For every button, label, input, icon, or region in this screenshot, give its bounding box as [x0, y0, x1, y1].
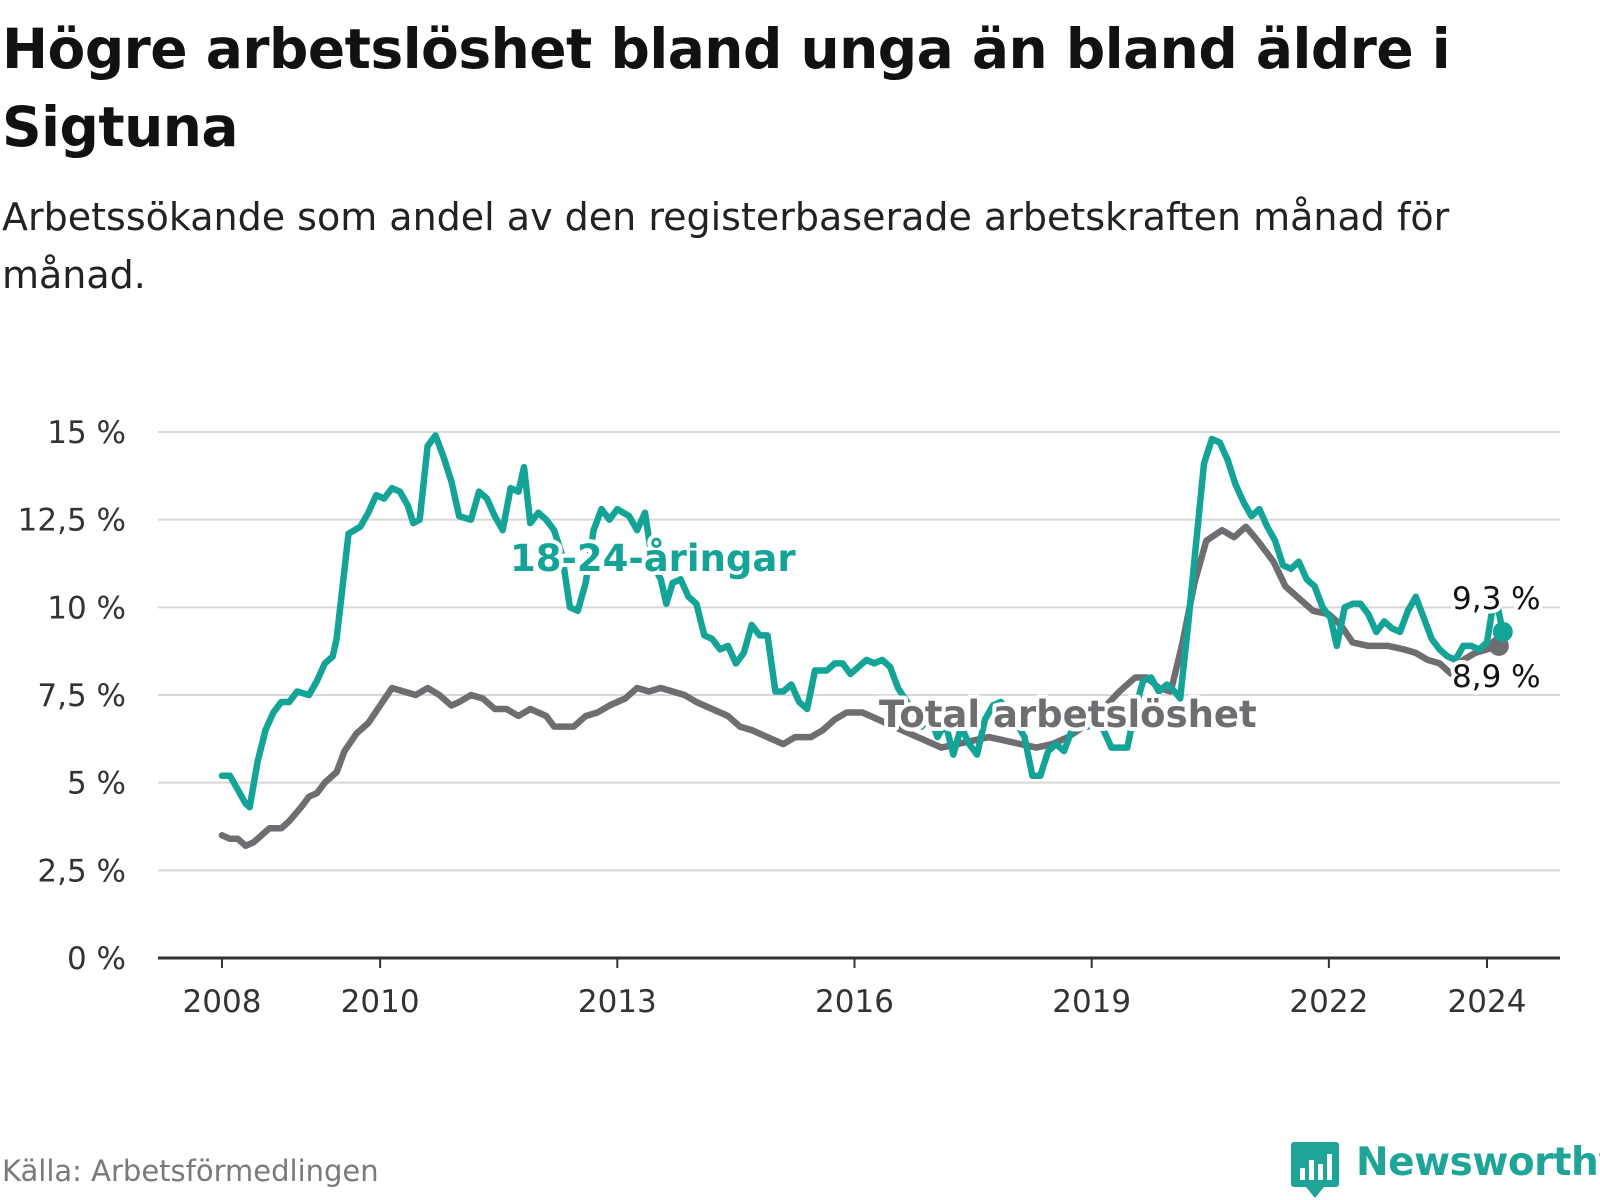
end-value-label-youth: 9,3 %9,3 % [1448, 577, 1545, 621]
x-tick-label: 2013 [578, 984, 657, 1020]
svg-text:Total arbetslöshet: Total arbetslöshet [879, 693, 1257, 736]
svg-text:18-24-åringar: 18-24-åringar [510, 537, 796, 580]
series-line-total [218, 523, 1503, 850]
chart-title: Högre arbetslöshet bland unga än bland ä… [2, 17, 1451, 159]
series-line-youth [218, 432, 1507, 811]
x-tick-label: 2019 [1052, 984, 1131, 1020]
y-tick-label: 5 % [67, 766, 126, 802]
series-end-point-youth [1492, 621, 1513, 642]
svg-text:9,3 %: 9,3 % [1452, 581, 1541, 617]
newsworthy-logo[interactable]: Newsworthy [1290, 1140, 1600, 1200]
svg-text:18-24-åringar: 18-24-åringar [510, 537, 796, 580]
svg-text:8,9 %: 8,9 % [1452, 659, 1541, 695]
y-tick-label: 7,5 % [37, 678, 126, 714]
y-tick-label: 2,5 % [37, 853, 126, 889]
end-value-label-total: 8,9 %8,9 % [1448, 655, 1545, 699]
y-tick-label: 15 % [47, 415, 126, 451]
svg-text:9,3 %: 9,3 % [1452, 581, 1541, 617]
brand-name: Newsworthy [1356, 1140, 1600, 1185]
x-tick-label: 2010 [341, 984, 420, 1020]
x-tick-label: 2016 [815, 984, 894, 1020]
newsworthy-logo-icon [1291, 1142, 1339, 1198]
y-tick-label: 10 % [47, 590, 126, 626]
x-tick-label: 2022 [1289, 984, 1368, 1020]
y-tick-label: 0 % [67, 941, 126, 977]
chart-subtitle: Arbetssökande som andel av den registerb… [2, 195, 1450, 297]
y-tick-label: 12,5 % [18, 503, 126, 539]
svg-text:Total arbetslöshet: Total arbetslöshet [879, 693, 1257, 736]
svg-text:8,9 %: 8,9 % [1452, 659, 1541, 695]
source-note: Källa: Arbetsförmedlingen [2, 1154, 379, 1188]
x-tick-label: 2024 [1448, 984, 1527, 1020]
x-tick-label: 2008 [183, 984, 262, 1020]
